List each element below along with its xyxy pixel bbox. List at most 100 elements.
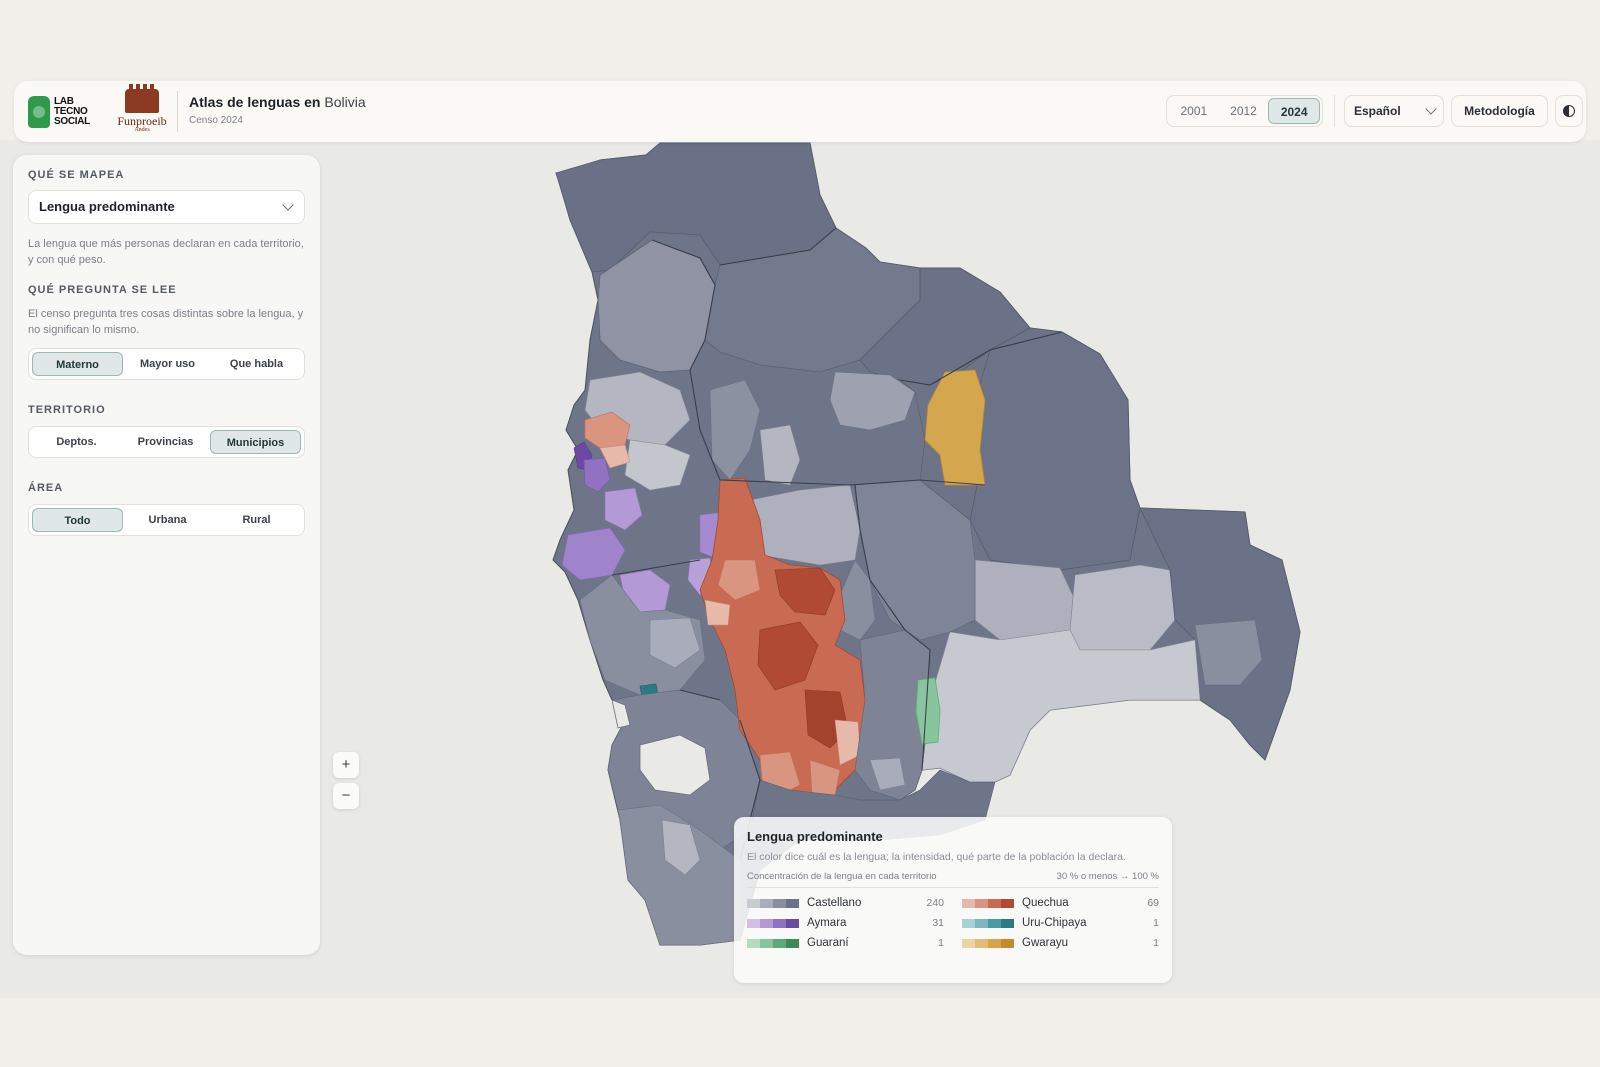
territory-municipios-button[interactable]: Municipios: [210, 430, 301, 454]
title-block: Atlas de lenguas en Bolivia Censo 2024: [189, 94, 366, 126]
header-divider: [177, 91, 178, 132]
page-subtitle: Censo 2024: [189, 115, 243, 126]
legend-scale-label: Concentración de la lengua en cada terri…: [747, 871, 937, 882]
legend-item-label: Aymara: [807, 917, 847, 929]
zoom-out-button[interactable]: −: [333, 783, 359, 809]
what-section-label: QUÉ SE MAPEA: [28, 169, 125, 181]
sidebar-panel: QUÉ SE MAPEA Lengua predominante La leng…: [13, 155, 320, 955]
question-segmented-control: Materno Mayor uso Que habla: [28, 348, 305, 380]
labtecnosocial-logo: LAB TECNO SOCIAL: [28, 95, 94, 129]
question-description: El censo pregunta tres cosas distintas s…: [28, 308, 304, 336]
question-mayor-uso-button[interactable]: Mayor uso: [139, 358, 195, 370]
region-aymara-1[interactable]: [583, 457, 611, 493]
legend-item-count: 69: [1147, 897, 1159, 909]
legend-color-ramp: [747, 898, 799, 908]
legend-color-ramp: [747, 938, 799, 948]
legend-color-ramp: [962, 918, 1014, 928]
territory-provincias-button[interactable]: Provincias: [137, 436, 194, 448]
area-section-label: ÁREA: [28, 482, 64, 494]
question-materno-button[interactable]: Materno: [32, 352, 123, 376]
legend-item-label: Guaraní: [807, 937, 849, 949]
legend-scale-range: 30 % o menos → 100 %: [1056, 871, 1159, 882]
region-potosi-southwest: [617, 804, 741, 946]
region-santacruz-lightgray2: [1069, 564, 1176, 651]
methodology-button[interactable]: Metodología: [1451, 95, 1548, 127]
region-santacruz-lightgray: [974, 559, 1076, 641]
language-select[interactable]: Español: [1344, 95, 1444, 127]
legend-item-label: Uru-Chipaya: [1022, 917, 1087, 929]
legend-scale: Concentración de la lengua en cada terri…: [747, 871, 1159, 888]
question-que-habla-button[interactable]: Que habla: [229, 358, 284, 370]
legend-item-label: Gwarayu: [1022, 937, 1069, 949]
region-lapaz-light2: [624, 439, 691, 491]
region-beni-light1: [829, 371, 916, 431]
theme-toggle-button[interactable]: [1555, 95, 1583, 127]
territory-section-label: TERRITORIO: [28, 404, 106, 416]
region-quechua-light1[interactable]: [717, 559, 761, 601]
map-legend: Lengua predominante El color dice cuál e…: [734, 817, 1172, 983]
region-guarani[interactable]: [915, 677, 941, 745]
funproeib-logo: Funproeib Andes: [114, 84, 170, 135]
year-2001-button[interactable]: 2001: [1180, 104, 1208, 118]
year-2024-button[interactable]: 2024: [1268, 98, 1321, 124]
chevron-down-icon: [282, 199, 294, 211]
area-urbana-button[interactable]: Urbana: [148, 514, 187, 526]
map-canvas[interactable]: [0, 140, 1600, 998]
legend-color-ramp: [962, 898, 1014, 908]
legend-item-uru-chipaya[interactable]: Uru-Chipaya 1: [962, 915, 1159, 931]
territory-deptos-button[interactable]: Deptos.: [56, 436, 97, 448]
region-potosi-light: [661, 819, 701, 876]
region-chaco-light: [921, 629, 1201, 783]
area-todo-button[interactable]: Todo: [32, 508, 123, 532]
hand-logo-icon: [28, 96, 50, 128]
department-borders: [611, 227, 1063, 861]
territory-segmented-control: Deptos. Provincias Municipios: [28, 426, 305, 458]
legend-item-guaran-[interactable]: Guaraní 1: [747, 935, 944, 951]
area-rural-button[interactable]: Rural: [242, 514, 271, 526]
region-quechua-light2[interactable]: [704, 599, 731, 626]
legend-item-count: 1: [1153, 937, 1159, 949]
zoom-in-button[interactable]: +: [333, 752, 359, 778]
legend-items: Castellano 240 Quechua 69 Aymara 31 Uru-Chipay…: [747, 895, 1159, 951]
legend-item-count: 31: [932, 917, 944, 929]
chevron-down-icon: [1425, 103, 1437, 115]
legend-item-aymara[interactable]: Aymara 31: [747, 915, 944, 931]
labtecnosocial-logo-text: LAB TECNO SOCIAL: [54, 96, 90, 127]
legend-item-castellano[interactable]: Castellano 240: [747, 895, 944, 911]
area-segmented-control: Todo Urbana Rural: [28, 504, 305, 536]
header-divider-2: [1334, 95, 1335, 127]
region-quechua-dark1[interactable]: [774, 567, 836, 616]
question-section-label: QUÉ PREGUNTA SE LEE: [28, 284, 177, 296]
legend-item-count: 1: [1153, 917, 1159, 929]
contrast-icon: [1563, 105, 1575, 117]
region-beni-light3: [759, 424, 801, 486]
year-selector: 2001 2012 2024: [1166, 95, 1323, 127]
legend-item-count: 1: [938, 937, 944, 949]
legend-item-quechua[interactable]: Quechua 69: [962, 895, 1159, 911]
what-select[interactable]: Lengua predominante: [28, 190, 305, 224]
region-santacruz-north: [969, 327, 1141, 571]
top-bar: LAB TECNO SOCIAL Funproeib Andes Atlas d…: [14, 81, 1586, 142]
legend-item-label: Castellano: [807, 897, 862, 909]
year-2012-button[interactable]: 2012: [1230, 104, 1257, 118]
region-quechua-dark2[interactable]: [757, 621, 819, 691]
legend-description: El color dice cuál es la lengua; la inte…: [747, 851, 1126, 863]
legend-title: Lengua predominante: [747, 829, 883, 844]
legend-item-label: Quechua: [1022, 897, 1069, 909]
legend-color-ramp: [962, 938, 1014, 948]
region-santacruz-east-light: [1194, 619, 1263, 686]
region-salar-light2: [611, 699, 631, 729]
region-salar-light: [639, 734, 711, 796]
page-title: Atlas de lenguas en Bolivia: [189, 94, 366, 110]
region-gwarayu[interactable]: [924, 369, 986, 486]
legend-color-ramp: [747, 918, 799, 928]
region-tarija-light: [869, 757, 906, 791]
bolivia-map[interactable]: [0, 140, 1600, 998]
legend-item-count: 240: [926, 897, 944, 909]
legend-item-gwarayu[interactable]: Gwarayu 1: [962, 935, 1159, 951]
region-oruro-light: [649, 617, 701, 669]
what-description: La lengua que más personas declaran en c…: [28, 238, 304, 266]
region-quechua-northwest2[interactable]: [599, 444, 631, 469]
region-aymara-2[interactable]: [604, 487, 643, 531]
crown-logo-icon: [125, 84, 159, 113]
